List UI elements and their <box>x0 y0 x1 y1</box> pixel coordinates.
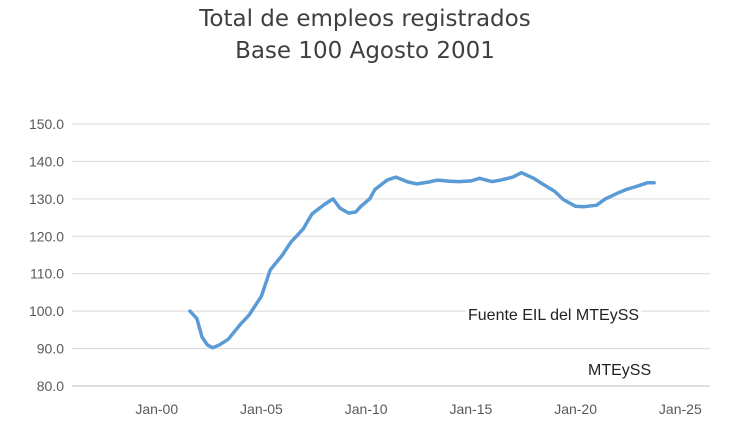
x-tick-label: Jan-05 <box>240 401 283 417</box>
x-axis-tick-labels: Jan-00 Jan-05 Jan-10 Jan-15 Jan-20 Jan-25 <box>135 401 702 417</box>
y-tick-label: 140.0 <box>29 153 64 169</box>
x-tick-label: Jan-20 <box>554 401 597 417</box>
source-note: Fuente EIL del MTEySS <box>466 307 642 325</box>
chart-subtitle: Base 100 Agosto 2001 <box>235 38 495 64</box>
y-tick-label: 130.0 <box>29 191 64 207</box>
y-tick-label: 120.0 <box>29 228 64 244</box>
y-tick-label: 90.0 <box>37 341 64 357</box>
series-line <box>188 170 656 350</box>
y-tick-label: 110.0 <box>30 266 64 282</box>
gridlines <box>72 123 710 350</box>
x-tick-label: Jan-10 <box>345 401 388 417</box>
chart-title: Total de empleos registrados <box>199 6 531 32</box>
y-tick-label: 80.0 <box>37 378 64 394</box>
credit-note: MTEySS <box>586 362 654 380</box>
x-tick-label: Jan-25 <box>659 401 702 417</box>
y-axis-tick-labels: 80.0 90.0 100.0 110.0 120.0 130.0 140.0 150.0 <box>29 116 64 394</box>
x-tick-label: Jan-00 <box>135 401 178 417</box>
y-tick-label: 100.0 <box>29 303 64 319</box>
x-tick-label: Jan-15 <box>449 401 492 417</box>
y-tick-label: 150.0 <box>29 116 64 132</box>
